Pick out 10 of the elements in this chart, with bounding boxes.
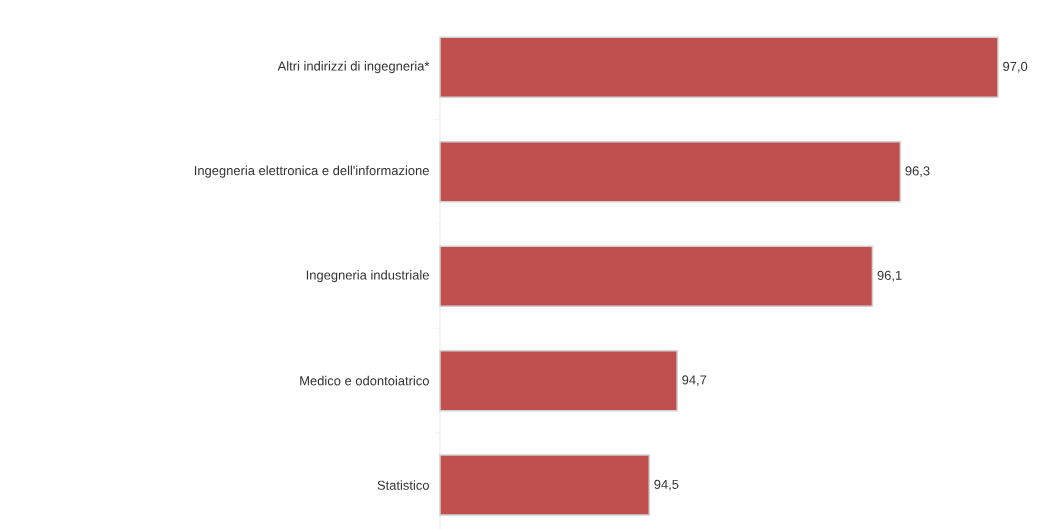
y-tick-label: Ingegneria industriale xyxy=(306,270,429,283)
y-tick-label: Statistico xyxy=(377,480,429,490)
data-label: 94,5 xyxy=(654,479,679,491)
data-label: 97,0 xyxy=(1003,61,1028,73)
y-tick-label: Medico e odontoiatrico xyxy=(300,375,429,386)
y-tick-label: Ingegneria elettronica e dell'informazione xyxy=(194,165,429,178)
data-label: 94,7 xyxy=(682,375,707,386)
y-tick-label: Altri indirizzi di ingegneria* xyxy=(277,61,430,74)
data-label: 96,1 xyxy=(877,270,902,282)
data-label: 96,3 xyxy=(905,166,930,177)
